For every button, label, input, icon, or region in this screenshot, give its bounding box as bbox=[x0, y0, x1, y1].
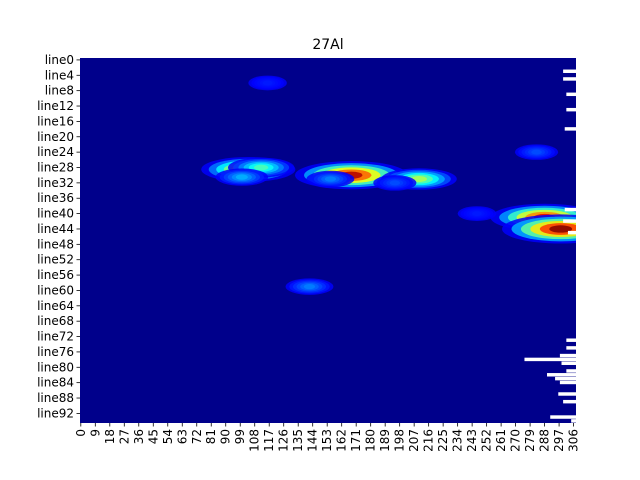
missing-data-cell bbox=[555, 376, 576, 381]
x-tick-label: 171 bbox=[349, 429, 363, 452]
y-tick-label: line4 bbox=[45, 68, 74, 82]
missing-data-cell bbox=[559, 353, 576, 358]
missing-data-cell bbox=[566, 107, 576, 112]
x-tick-label: 135 bbox=[291, 429, 305, 452]
heatmap-hotspot bbox=[457, 206, 497, 221]
x-tick-label: 36 bbox=[132, 429, 146, 444]
x-tick-label: 117 bbox=[262, 429, 276, 452]
x-tick-label: 270 bbox=[509, 429, 523, 452]
x-tick-label: 9 bbox=[88, 429, 102, 437]
x-tick-label: 216 bbox=[422, 429, 436, 452]
heatmap-hotspot bbox=[215, 168, 269, 186]
missing-data-cell bbox=[524, 357, 576, 362]
x-tick-label: 18 bbox=[103, 429, 117, 444]
y-tick-label: line36 bbox=[37, 191, 74, 205]
x-tick-label: 0 bbox=[74, 429, 88, 437]
heatmap-hotspot bbox=[373, 175, 417, 191]
y-tick-label: line0 bbox=[45, 53, 74, 67]
heatmap-hotspot bbox=[285, 278, 334, 295]
x-tick-label: 90 bbox=[219, 429, 233, 444]
y-tick-label: line28 bbox=[37, 161, 74, 175]
x-tick-label: 126 bbox=[277, 429, 291, 452]
y-tick-label: line84 bbox=[37, 376, 74, 390]
missing-data-cell bbox=[564, 127, 576, 131]
y-tick-label: line56 bbox=[37, 268, 74, 282]
missing-data-cell bbox=[564, 207, 576, 212]
missing-data-cell bbox=[571, 419, 576, 423]
x-tick-label: 81 bbox=[204, 429, 218, 444]
y-tick-label: line8 bbox=[45, 84, 74, 98]
missing-data-cell bbox=[563, 219, 576, 223]
missing-data-cell bbox=[547, 373, 576, 377]
missing-data-cell bbox=[566, 369, 576, 373]
y-tick-label: line32 bbox=[37, 176, 74, 190]
x-tick-label: 54 bbox=[161, 429, 175, 444]
y-tick-label: line72 bbox=[37, 330, 74, 344]
missing-data-cell bbox=[567, 230, 576, 235]
x-tick-label: 198 bbox=[393, 429, 407, 452]
y-tick-label: line20 bbox=[37, 130, 74, 144]
x-tick-label: 27 bbox=[117, 429, 131, 444]
missing-data-cell bbox=[561, 361, 576, 365]
x-tick-label: 63 bbox=[175, 429, 189, 444]
y-tick-label: line12 bbox=[37, 99, 74, 113]
y-tick-label: line80 bbox=[37, 360, 74, 374]
x-tick-label: 225 bbox=[436, 429, 450, 452]
x-tick-label: 153 bbox=[320, 429, 334, 452]
x-tick-label: 189 bbox=[378, 429, 392, 452]
x-tick-label: 207 bbox=[407, 429, 421, 452]
x-tick-label: 99 bbox=[233, 429, 247, 444]
missing-data-cell bbox=[563, 69, 576, 73]
y-tick-label: line60 bbox=[37, 283, 74, 297]
missing-data-cell bbox=[550, 415, 576, 419]
y-tick-label: line16 bbox=[37, 114, 74, 128]
x-tick-label: 261 bbox=[494, 429, 508, 452]
heatmap-hotspot bbox=[248, 75, 287, 91]
x-tick-label: 306 bbox=[567, 429, 581, 452]
y-tick-label: line76 bbox=[37, 345, 74, 359]
heatmap-hotspot bbox=[502, 214, 576, 244]
x-tick-label: 288 bbox=[538, 429, 552, 452]
y-tick-label: line48 bbox=[37, 237, 74, 251]
y-tick-label: line92 bbox=[37, 406, 74, 420]
x-tick-label: 162 bbox=[335, 429, 349, 452]
heatmap-hotspot bbox=[514, 144, 559, 160]
x-tick-label: 45 bbox=[146, 429, 160, 444]
missing-data-cell bbox=[559, 380, 576, 385]
missing-data-cell bbox=[558, 392, 576, 396]
x-tick-label: 144 bbox=[306, 429, 320, 452]
heatmap-hotspot bbox=[306, 170, 355, 188]
y-tick-label: line24 bbox=[37, 145, 74, 159]
x-tick-label: 72 bbox=[190, 429, 204, 444]
missing-data-cell bbox=[566, 338, 576, 342]
y-tick-label: line88 bbox=[37, 391, 74, 405]
missing-data-cell bbox=[566, 92, 576, 97]
heatmap-background bbox=[80, 58, 576, 423]
x-tick-label: 234 bbox=[451, 429, 465, 452]
y-tick-label: line64 bbox=[37, 299, 74, 313]
x-tick-label: 108 bbox=[248, 429, 262, 452]
x-tick-label: 297 bbox=[552, 429, 566, 452]
x-axis: 0 9 18 27 36 45 54 63 72 81 90 99 108 117 126 135 144 153… bbox=[74, 423, 581, 452]
y-tick-label: line40 bbox=[37, 207, 74, 221]
missing-data-cell bbox=[563, 399, 576, 404]
y-tick-label: line44 bbox=[37, 222, 74, 236]
x-tick-label: 243 bbox=[465, 429, 479, 452]
x-tick-label: 252 bbox=[480, 429, 494, 452]
y-tick-label: line68 bbox=[37, 314, 74, 328]
missing-data-layer bbox=[524, 69, 576, 423]
x-tick-label: 180 bbox=[364, 429, 378, 452]
y-tick-label: line52 bbox=[37, 253, 74, 267]
missing-data-cell bbox=[563, 77, 576, 81]
x-tick-label: 279 bbox=[523, 429, 537, 452]
hotspot-layer bbox=[201, 75, 576, 295]
plot-area bbox=[80, 58, 576, 423]
missing-data-cell bbox=[566, 346, 576, 350]
chart-title: 27Al bbox=[312, 37, 343, 53]
